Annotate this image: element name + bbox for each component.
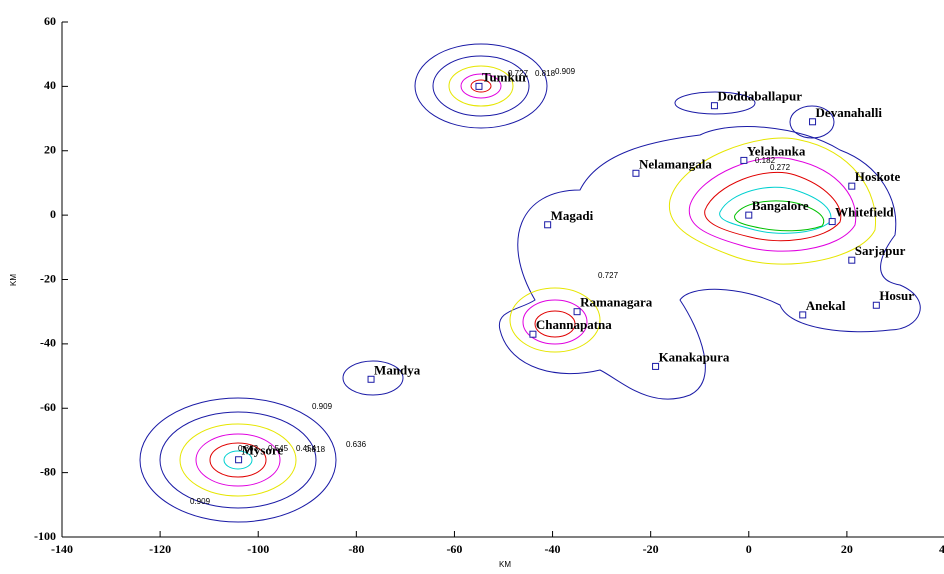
contour	[734, 200, 825, 232]
contour	[179, 423, 297, 497]
y-axis-label: KM	[9, 274, 18, 286]
city-label: Sarjapur	[855, 243, 906, 258]
contour	[460, 73, 502, 99]
city-marker	[809, 118, 817, 126]
city-label: Ramanagara	[580, 295, 653, 310]
contour-label: 0.636	[346, 440, 367, 449]
y-tick-label: 40	[44, 78, 56, 92]
contour-label: 0.182	[755, 156, 776, 165]
city-marker	[475, 82, 483, 90]
contour	[688, 157, 857, 252]
city-marker	[828, 218, 836, 226]
city-marker	[573, 308, 581, 316]
y-tick-label: 20	[44, 143, 56, 157]
city-label: Tumkur	[482, 69, 528, 84]
city-label: Mandya	[374, 362, 421, 377]
city-label: Devanahalli	[816, 105, 883, 120]
contour	[534, 310, 576, 338]
city-label: Kanakapura	[659, 349, 730, 364]
contour-label: 0.909	[555, 67, 576, 76]
contour	[509, 287, 601, 353]
city-marker	[848, 182, 856, 190]
city-label: Channapatna	[536, 317, 612, 332]
city-marker	[632, 169, 640, 177]
x-tick-label: -40	[545, 542, 561, 556]
y-tick-label: -60	[40, 400, 56, 414]
contour	[432, 55, 530, 117]
city-marker	[872, 301, 880, 309]
contours	[139, 43, 921, 523]
y-tick-label: -80	[40, 464, 56, 478]
contour	[448, 65, 514, 107]
city-marker	[799, 311, 807, 319]
contour	[342, 360, 404, 396]
contour	[195, 433, 281, 487]
city-label: Magadi	[551, 208, 594, 223]
x-tick-label: 20	[841, 542, 853, 556]
x-tick-label: -20	[643, 542, 659, 556]
city-label: Doddaballapur	[717, 89, 802, 104]
city-label: Hosur	[879, 288, 914, 303]
contour	[159, 411, 317, 509]
contour-label: 0.909	[190, 497, 211, 506]
x-tick-label: -60	[446, 542, 462, 556]
x-tick-label: -80	[348, 542, 364, 556]
city-marker	[745, 211, 753, 219]
x-tick-label: 0	[746, 542, 752, 556]
city-label: Hoskote	[855, 169, 901, 184]
city-marker	[367, 375, 375, 383]
contour	[704, 171, 842, 242]
city-marker	[529, 330, 537, 338]
contour-label: 0.818	[535, 69, 556, 78]
contour-label: 0.454	[296, 444, 317, 453]
contour	[789, 105, 835, 139]
contour-label: 0.545	[268, 444, 289, 453]
contour-label: 0.727	[508, 69, 529, 78]
city-marker	[544, 221, 552, 229]
city-marker	[848, 256, 856, 264]
city-label: Bangalore	[752, 198, 809, 213]
contour-outer	[498, 126, 921, 400]
y-tick-label: 60	[44, 14, 56, 28]
contour	[223, 450, 253, 470]
y-tick-label: -40	[40, 336, 56, 350]
city-label: Whitefield	[835, 205, 894, 220]
y-tick-label: -20	[40, 271, 56, 285]
city-label: Yelahanka	[747, 143, 806, 158]
city-label: Nelamangala	[639, 156, 712, 171]
contour-label: 0.272	[770, 163, 791, 172]
city-marker	[652, 362, 660, 370]
contour-label: 0.727	[598, 271, 619, 280]
x-axis-label: KM	[499, 560, 511, 569]
contour	[414, 43, 548, 129]
contour	[139, 397, 337, 523]
x-tick-label: 40	[939, 542, 944, 556]
y-tick-label: 0	[50, 207, 56, 221]
x-tick-label: -140	[51, 542, 73, 556]
y-tick-label: -100	[34, 529, 56, 543]
city-label: Anekal	[806, 298, 846, 313]
contour-label: 0.363	[238, 444, 259, 453]
contour-label: 0.818	[305, 445, 326, 454]
x-tick-label: -120	[149, 542, 171, 556]
contour	[470, 79, 492, 93]
contour	[209, 442, 267, 478]
x-tick-label: -100	[247, 542, 269, 556]
city-marker	[235, 456, 243, 464]
contour	[674, 91, 756, 115]
contour	[522, 299, 588, 345]
city-marker	[740, 156, 748, 164]
contour-label: 0.909	[312, 402, 333, 411]
contour	[668, 137, 877, 265]
city-label: Mysore	[242, 443, 284, 458]
city-marker	[710, 102, 718, 110]
